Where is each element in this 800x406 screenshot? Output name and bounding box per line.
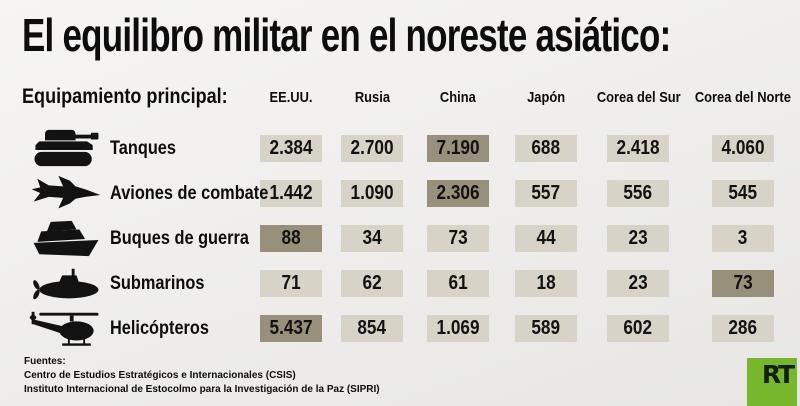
value-cell: 602 bbox=[607, 315, 669, 342]
value-cell: 545 bbox=[712, 180, 774, 207]
value-cell-wrap: 589 bbox=[502, 315, 590, 342]
value-cell: 3 bbox=[712, 225, 774, 252]
row-label-cell: Aviones de combate bbox=[22, 171, 268, 216]
fighter-jet-icon bbox=[22, 173, 110, 215]
helicopter-icon bbox=[22, 308, 110, 350]
value-cell: 23 bbox=[607, 225, 669, 252]
sources-label: Fuentes: bbox=[24, 356, 66, 367]
value-cell-wrap: 71 bbox=[252, 270, 330, 297]
value-cell-wrap: 556 bbox=[590, 180, 686, 207]
value-cell: 73 bbox=[427, 225, 489, 252]
submarine-icon bbox=[22, 263, 110, 305]
value-cell: 18 bbox=[515, 270, 577, 297]
value-cell: 1.090 bbox=[341, 180, 403, 207]
rt-logo-text: RT bbox=[761, 360, 795, 389]
table-row: Helicópteros 5.437 854 1.069 589 602 286 bbox=[22, 306, 800, 351]
value-cell: 4.060 bbox=[712, 135, 774, 162]
rt-logo: RT bbox=[747, 358, 797, 406]
column-header-corea-del-norte: Corea del Norte bbox=[694, 88, 792, 106]
value-cell: 1.442 bbox=[260, 180, 322, 207]
column-header-japon: Japón bbox=[526, 88, 566, 106]
column-header-eeuu: EE.UU. bbox=[269, 88, 313, 106]
value-cell: 688 bbox=[515, 135, 577, 162]
table-header-label: Equipamiento principal: bbox=[22, 85, 228, 108]
value-cell-wrap: 1.442 bbox=[252, 180, 330, 207]
value-cell: 589 bbox=[515, 315, 577, 342]
page-title-text: El equilibro militar en el noreste asiát… bbox=[22, 9, 671, 61]
row-label: Tanques bbox=[110, 137, 176, 159]
value-cell-wrap: 3 bbox=[686, 225, 800, 252]
value-cell: 854 bbox=[341, 315, 403, 342]
row-label: Submarinos bbox=[110, 272, 205, 294]
column-header-corea-del-sur: Corea del Sur bbox=[596, 88, 681, 106]
row-label-cell: Buques de guerra bbox=[22, 216, 252, 261]
page-title: El equilibro militar en el noreste asiát… bbox=[22, 8, 800, 62]
value-cell: 23 bbox=[607, 270, 669, 297]
value-cell-wrap: 5.437 bbox=[252, 315, 330, 342]
row-label: Aviones de combate bbox=[110, 182, 269, 204]
value-cell: 34 bbox=[341, 225, 403, 252]
value-cell-wrap: 23 bbox=[590, 270, 686, 297]
value-cell: 557 bbox=[515, 180, 577, 207]
value-cell: 556 bbox=[607, 180, 669, 207]
value-cell-wrap: 854 bbox=[330, 315, 414, 342]
value-cell-wrap: 7.190 bbox=[414, 135, 502, 162]
row-label-cell: Submarinos bbox=[22, 261, 252, 306]
value-cell: 7.190 bbox=[427, 135, 489, 162]
value-cell: 2.700 bbox=[341, 135, 403, 162]
value-cell-wrap: 545 bbox=[686, 180, 800, 207]
value-cell: 5.437 bbox=[260, 315, 322, 342]
value-cell: 2.418 bbox=[607, 135, 669, 162]
row-label: Helicópteros bbox=[110, 317, 209, 339]
value-cell-wrap: 18 bbox=[502, 270, 590, 297]
warship-icon bbox=[22, 218, 110, 260]
table-row: Submarinos 71 62 61 18 23 73 bbox=[22, 261, 800, 306]
value-cell-wrap: 23 bbox=[590, 225, 686, 252]
value-cell-wrap: 602 bbox=[590, 315, 686, 342]
value-cell: 286 bbox=[712, 315, 774, 342]
value-cell-wrap: 88 bbox=[252, 225, 330, 252]
value-cell-wrap: 34 bbox=[330, 225, 414, 252]
value-cell-wrap: 4.060 bbox=[686, 135, 800, 162]
value-cell: 44 bbox=[515, 225, 577, 252]
value-cell-wrap: 2.384 bbox=[252, 135, 330, 162]
row-label-cell: Tanques bbox=[22, 126, 252, 171]
value-cell-wrap: 2.306 bbox=[414, 180, 502, 207]
value-cell: 2.306 bbox=[427, 180, 489, 207]
table-row: Aviones de combate 1.442 1.090 2.306 557… bbox=[22, 171, 800, 216]
table-body: Tanques 2.384 2.700 7.190 688 2.418 4.06… bbox=[22, 126, 800, 351]
column-header-china: China bbox=[440, 88, 476, 106]
value-cell-wrap: 62 bbox=[330, 270, 414, 297]
value-cell-wrap: 44 bbox=[502, 225, 590, 252]
value-cell-wrap: 61 bbox=[414, 270, 502, 297]
column-header-rusia: Rusia bbox=[354, 88, 390, 106]
source-line: Centro de Estudios Estratégicos e Intern… bbox=[24, 370, 296, 381]
table-row: Tanques 2.384 2.700 7.190 688 2.418 4.06… bbox=[22, 126, 800, 171]
value-cell-wrap: 2.418 bbox=[590, 135, 686, 162]
value-cell: 2.384 bbox=[260, 135, 322, 162]
value-cell-wrap: 2.700 bbox=[330, 135, 414, 162]
table-row: Buques de guerra 88 34 73 44 23 3 bbox=[22, 216, 800, 261]
value-cell: 61 bbox=[427, 270, 489, 297]
row-label: Buques de guerra bbox=[110, 227, 249, 249]
value-cell-wrap: 1.090 bbox=[330, 180, 414, 207]
value-cell-wrap: 557 bbox=[502, 180, 590, 207]
tank-icon bbox=[22, 128, 110, 170]
table-header-row: Equipamiento principal: EE.UU. Rusia Chi… bbox=[22, 84, 800, 110]
row-label-cell: Helicópteros bbox=[22, 306, 252, 351]
value-cell: 73 bbox=[712, 270, 774, 297]
value-cell-wrap: 286 bbox=[686, 315, 800, 342]
value-cell: 62 bbox=[341, 270, 403, 297]
value-cell: 88 bbox=[260, 225, 322, 252]
source-line: Instituto Internacional de Estocolmo par… bbox=[24, 384, 380, 395]
value-cell-wrap: 688 bbox=[502, 135, 590, 162]
value-cell-wrap: 1.069 bbox=[414, 315, 502, 342]
footer-sources: Fuentes: Centro de Estudios Estratégicos… bbox=[24, 355, 380, 397]
value-cell-wrap: 73 bbox=[414, 225, 502, 252]
value-cell: 1.069 bbox=[427, 315, 489, 342]
value-cell-wrap: 73 bbox=[686, 270, 800, 297]
value-cell: 71 bbox=[260, 270, 322, 297]
